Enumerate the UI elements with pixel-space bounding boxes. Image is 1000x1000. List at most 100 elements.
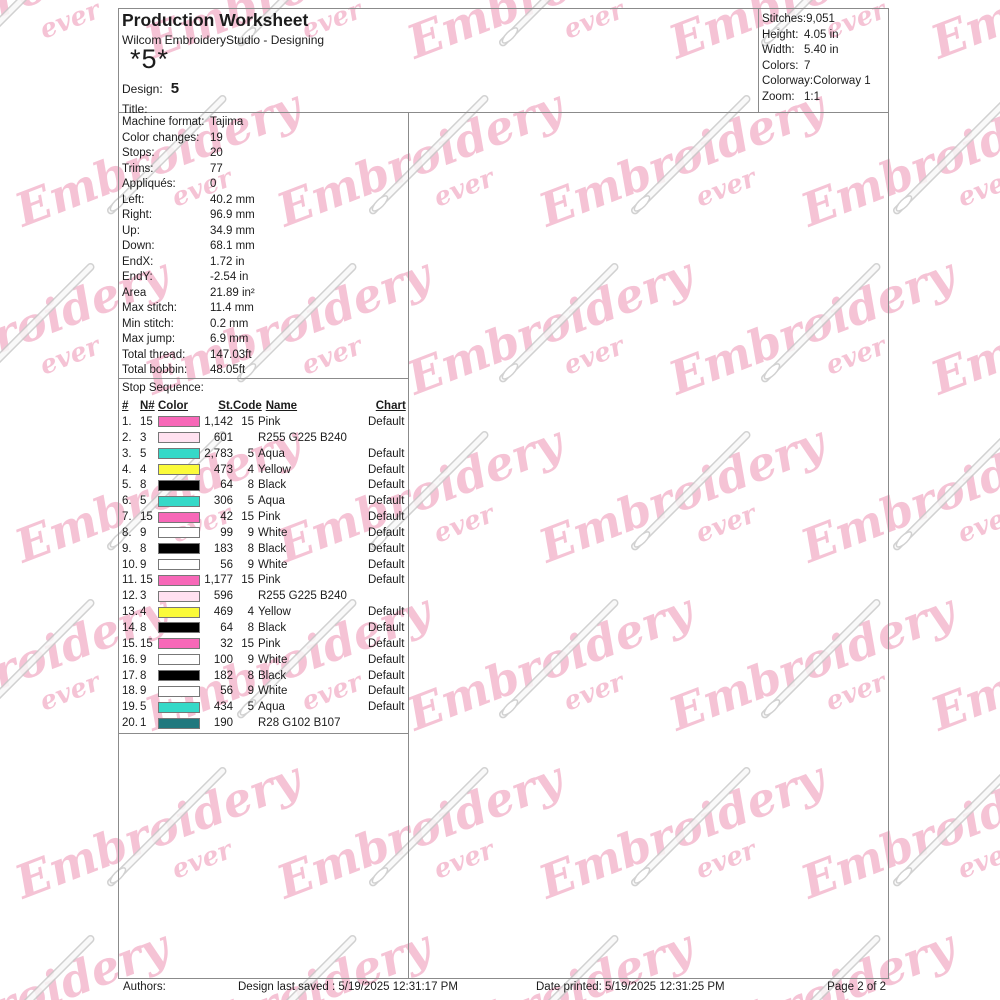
col-header-code: Code — [233, 400, 262, 413]
details-value: 20 — [210, 147, 223, 159]
details-value: 19 — [210, 131, 223, 144]
stop-cell-num: 19. — [122, 701, 138, 714]
stop-cell-num: 18. — [122, 685, 138, 698]
color-swatch — [158, 717, 200, 729]
details-row: EndX: 1.72 in — [122, 255, 406, 271]
details-label: Appliqués: — [122, 178, 176, 190]
stop-cell-num: 8. — [122, 526, 132, 539]
stop-cell-code: 15 — [241, 637, 254, 650]
stop-cell-stitches: 434 — [213, 701, 233, 714]
stop-cell-chart: Default — [368, 621, 405, 634]
details-label: Min stitch: — [122, 317, 174, 330]
color-swatch — [158, 448, 200, 460]
design-preview-box — [408, 112, 889, 979]
details-label: Right: — [122, 209, 153, 221]
stop-cell-chart: Default — [368, 669, 405, 682]
stop-cell-color — [158, 716, 200, 732]
col-header-num: # — [122, 400, 129, 413]
stop-cell-chart: Default — [368, 606, 405, 619]
stop-cell-chart: Default — [368, 511, 405, 524]
empty-left-box — [118, 733, 409, 979]
details-value: 147.03ft — [210, 348, 252, 361]
details-label: Color changes: — [122, 131, 200, 144]
stop-cell-needle: 3 — [140, 431, 147, 444]
stop-cell-chart: Default — [368, 526, 405, 539]
stop-cell-needle: 9 — [140, 653, 147, 666]
stop-row: 20. 1 190 R28 G102 B107 — [122, 716, 406, 732]
summary-label: Height: — [762, 28, 799, 41]
stop-cell-code: 8 — [247, 669, 254, 682]
color-swatch — [158, 543, 200, 555]
stop-cell-stitches: 64 — [220, 621, 233, 634]
stop-cell-color — [158, 415, 200, 431]
stop-row: 14. 8 64 8 Black Default — [122, 621, 406, 637]
stop-cell-code: 8 — [247, 479, 254, 492]
details-label: Area — [122, 286, 147, 299]
details-value: -2.54 in — [210, 271, 249, 283]
stop-cell-chart: Default — [368, 685, 405, 698]
stop-row: 7. 15 42 15 Pink Default — [122, 510, 406, 526]
last-saved-text: Design last saved : 5/19/2025 12:31:17 P… — [238, 981, 458, 993]
page-number: Page 2 of 2 — [827, 981, 886, 993]
stop-cell-color — [158, 478, 200, 494]
stop-cell-num: 3. — [122, 447, 132, 460]
stop-row: 4. 4 473 4 Yellow Default — [122, 462, 406, 478]
color-swatch — [158, 654, 200, 666]
stop-cell-color — [158, 494, 200, 510]
stop-cell-num: 5. — [122, 479, 132, 492]
summary-row: Zoom: 1:1 — [762, 90, 886, 106]
stop-cell-needle: 1 — [140, 717, 147, 730]
col-header-color: Color — [158, 400, 189, 413]
stop-cell-color — [158, 621, 200, 637]
stop-row: 11. 15 1,177 15 Pink Default — [122, 573, 406, 589]
summary-label: Width: — [762, 44, 795, 57]
details-row: Min stitch: 0.2 mm — [122, 317, 406, 333]
stop-cell-chart: Default — [368, 463, 405, 476]
stop-cell-code: 15 — [241, 511, 254, 524]
stop-cell-name: Aqua — [258, 495, 285, 508]
stop-row: 17. 8 182 8 Black Default — [122, 668, 406, 684]
color-swatch — [158, 432, 200, 444]
stop-cell-code: 8 — [247, 621, 254, 634]
stop-cell-needle: 4 — [140, 463, 147, 476]
stop-cell-name: Black — [258, 542, 287, 555]
stop-cell-stitches: 601 — [213, 431, 233, 444]
stop-cell-name: Pink — [258, 637, 281, 650]
col-header-st: St. — [218, 400, 233, 413]
stop-cell-needle: 4 — [140, 606, 147, 619]
stop-cell-chart: Default — [368, 542, 405, 555]
details-row: Max jump: 6.9 mm — [122, 332, 406, 348]
stop-row: 5. 8 64 8 Black Default — [122, 478, 406, 494]
stop-cell-name: Pink — [258, 511, 281, 524]
details-label: Machine format: — [122, 116, 205, 128]
details-value: 77 — [210, 162, 223, 175]
stop-cell-needle: 5 — [140, 495, 147, 508]
summary-value: 4.05 in — [804, 28, 839, 41]
stop-cell-num: 11. — [122, 574, 138, 587]
details-label: Trims: — [122, 162, 154, 175]
stop-cell-color — [158, 605, 200, 621]
stop-cell-num: 12. — [122, 590, 138, 603]
stop-cell-chart: Default — [368, 574, 405, 587]
stop-cell-code: 4 — [247, 463, 254, 476]
color-swatch — [158, 495, 200, 507]
stop-row: 19. 5 434 5 Aqua Default — [122, 700, 406, 716]
color-swatch — [158, 701, 200, 713]
title-label: Title: — [122, 102, 148, 116]
stop-cell-color — [158, 700, 200, 716]
stop-cell-code: 5 — [247, 495, 254, 508]
color-swatch — [158, 685, 200, 697]
details-value: 0.2 mm — [210, 317, 249, 330]
stop-cell-stitches: 190 — [213, 717, 233, 730]
stop-cell-chart: Default — [368, 416, 405, 429]
summary-value: 5.40 in — [804, 44, 839, 57]
stop-cell-color — [158, 526, 200, 542]
stop-cell-name: Black — [258, 621, 287, 634]
stop-row: 18. 9 56 9 White Default — [122, 684, 406, 700]
summary-value: 1:1 — [804, 90, 820, 103]
summary-value: Colorway 1 — [813, 75, 871, 88]
details-row: Area 21.89 in² — [122, 286, 406, 302]
details-value: 1.72 in — [210, 255, 245, 268]
details-row: Max stitch: 11.4 mm — [122, 301, 406, 317]
